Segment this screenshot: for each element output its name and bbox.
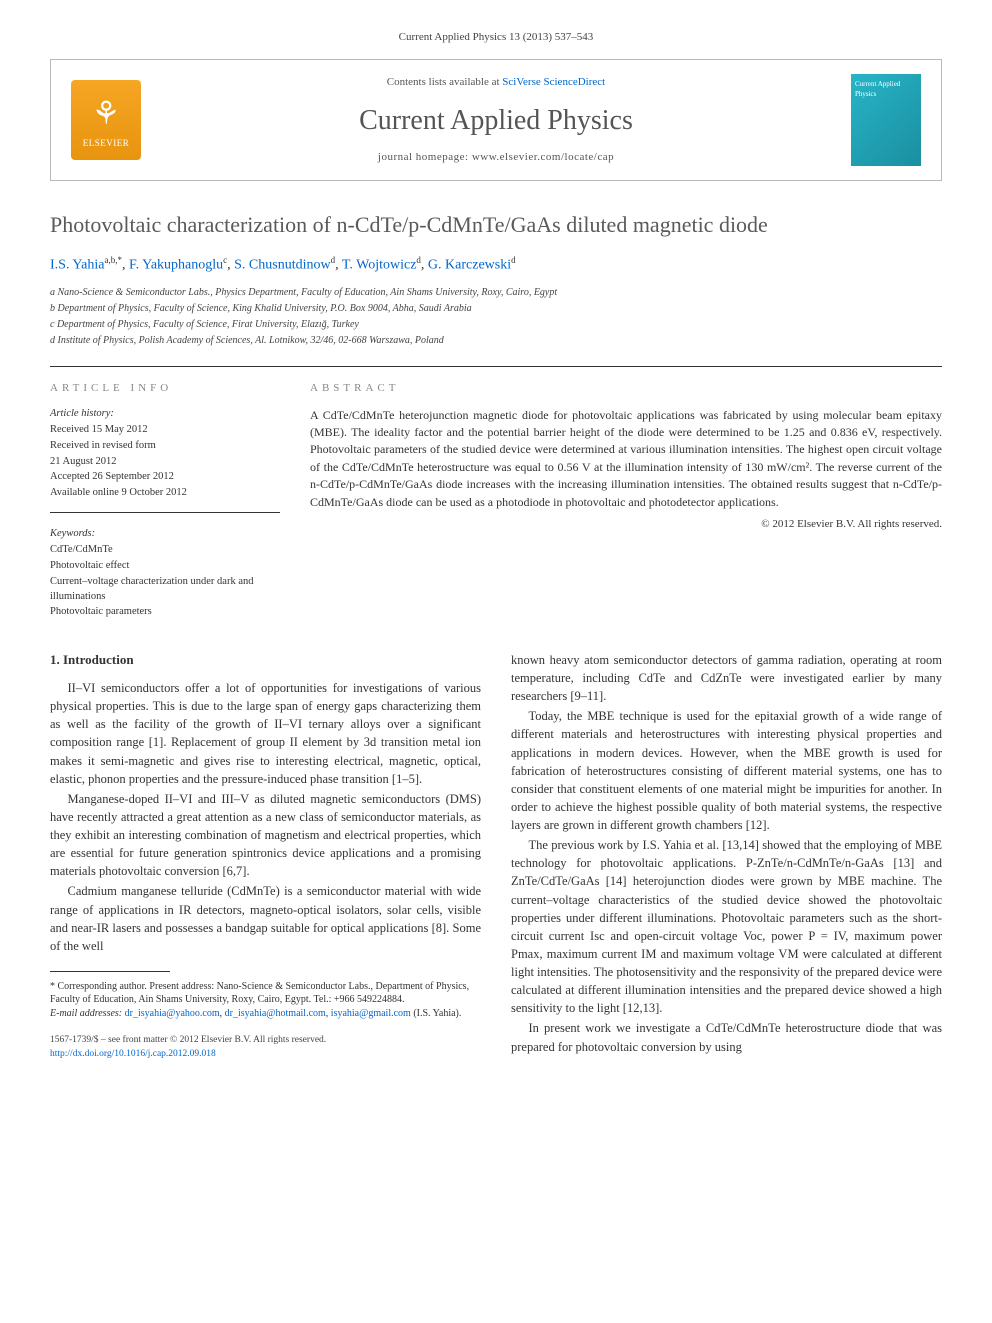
body-paragraph: In present work we investigate a CdTe/Cd… <box>511 1019 942 1055</box>
journal-header: ⚘ ELSEVIER Contents lists available at S… <box>50 59 942 181</box>
cover-text: Current Applied Physics <box>855 80 917 100</box>
article-title: Photovoltaic characterization of n-CdTe/… <box>50 211 942 240</box>
abstract-column: ABSTRACT A CdTe/CdMnTe heterojunction ma… <box>310 381 942 621</box>
history-line: 21 August 2012 <box>50 455 280 470</box>
author-marks: a,b,* <box>104 255 122 265</box>
history-line: Received 15 May 2012 <box>50 423 280 438</box>
affiliation-line: c Department of Physics, Faculty of Scie… <box>50 317 942 332</box>
abstract-text: A CdTe/CdMnTe heterojunction magnetic di… <box>310 407 942 511</box>
author-marks: d <box>416 255 421 265</box>
keywords-label: Keywords: <box>50 527 280 542</box>
homepage-url: www.elsevier.com/locate/cap <box>472 151 614 163</box>
body-paragraph: known heavy atom semiconductor detectors… <box>511 651 942 705</box>
email-label: E-mail addresses: <box>50 1008 122 1019</box>
keyword-line: Photovoltaic parameters <box>50 605 280 620</box>
body-paragraph: Cadmium manganese telluride (CdMnTe) is … <box>50 882 481 955</box>
history-line: Received in revised form <box>50 439 280 454</box>
section-heading-intro: 1. Introduction <box>50 651 481 669</box>
journal-cover-thumbnail: Current Applied Physics <box>851 74 921 166</box>
contents-prefix: Contents lists available at <box>387 76 502 88</box>
body-columns: 1. Introduction II–VI semiconductors off… <box>50 651 942 1061</box>
corr-author-text: * Corresponding author. Present address:… <box>50 980 481 1007</box>
abstract-heading: ABSTRACT <box>310 381 942 396</box>
affiliation-line: b Department of Physics, Faculty of Scie… <box>50 301 942 316</box>
author-marks: d <box>331 255 336 265</box>
elsevier-logo: ⚘ ELSEVIER <box>71 80 141 160</box>
section-number: 1. <box>50 652 60 667</box>
header-center: Contents lists available at SciVerse Sci… <box>161 75 831 165</box>
email-line: E-mail addresses: dr_isyahia@yahoo.com, … <box>50 1007 481 1021</box>
author-marks: d <box>511 255 516 265</box>
history-line: Available online 9 October 2012 <box>50 486 280 501</box>
affiliation-line: d Institute of Physics, Polish Academy o… <box>50 333 942 348</box>
affiliations: a Nano-Science & Semiconductor Labs., Ph… <box>50 285 942 348</box>
homepage-prefix: journal homepage: <box>378 151 472 163</box>
author-link[interactable]: T. Wojtowicz <box>342 258 417 273</box>
email-link[interactable]: dr_isyahia@yahoo.com <box>125 1008 220 1019</box>
article-info-heading: ARTICLE INFO <box>50 381 280 396</box>
issn-line: 1567-1739/$ – see front matter © 2012 El… <box>50 1034 481 1047</box>
keyword-line: Photovoltaic effect <box>50 559 280 574</box>
citation-bar: Current Applied Physics 13 (2013) 537–54… <box>50 30 942 45</box>
elsevier-tree-icon: ⚘ <box>92 91 121 136</box>
author-marks: c <box>223 255 227 265</box>
author-link[interactable]: I.S. Yahia <box>50 258 104 273</box>
right-column: known heavy atom semiconductor detectors… <box>511 651 942 1061</box>
authors-list: I.S. Yahiaa,b,*, F. Yakuphanogluc, S. Ch… <box>50 254 942 275</box>
body-paragraph: Today, the MBE technique is used for the… <box>511 707 942 834</box>
section-title: Introduction <box>63 652 134 667</box>
author-link[interactable]: S. Chusnutdinow <box>234 258 330 273</box>
keyword-line: Current–voltage characterization under d… <box>50 575 280 604</box>
email-link[interactable]: dr_isyahia@hotmail.com <box>225 1008 326 1019</box>
history-label: Article history: <box>50 407 280 422</box>
left-column: 1. Introduction II–VI semiconductors off… <box>50 651 481 1061</box>
elsevier-label: ELSEVIER <box>83 137 130 150</box>
article-history-block: Article history: Received 15 May 2012 Re… <box>50 407 280 513</box>
history-line: Accepted 26 September 2012 <box>50 470 280 485</box>
footer-meta: 1567-1739/$ – see front matter © 2012 El… <box>50 1034 481 1061</box>
abstract-copyright: © 2012 Elsevier B.V. All rights reserved… <box>310 517 942 532</box>
footnote-separator <box>50 971 170 972</box>
journal-name: Current Applied Physics <box>161 101 831 140</box>
keyword-line: CdTe/CdMnTe <box>50 543 280 558</box>
body-paragraph: II–VI semiconductors offer a lot of oppo… <box>50 679 481 788</box>
email-owner: (I.S. Yahia). <box>413 1008 461 1019</box>
sciencedirect-link[interactable]: SciVerse ScienceDirect <box>502 76 605 88</box>
info-abstract-row: ARTICLE INFO Article history: Received 1… <box>50 366 942 621</box>
author-link[interactable]: F. Yakuphanoglu <box>129 258 223 273</box>
email-link[interactable]: isyahia@gmail.com <box>331 1008 411 1019</box>
author-link[interactable]: G. Karczewski <box>428 258 511 273</box>
doi-link[interactable]: http://dx.doi.org/10.1016/j.cap.2012.09.… <box>50 1049 216 1059</box>
article-info-column: ARTICLE INFO Article history: Received 1… <box>50 381 280 621</box>
body-paragraph: Manganese-doped II–VI and III–V as dilut… <box>50 790 481 881</box>
body-paragraph: The previous work by I.S. Yahia et al. [… <box>511 836 942 1017</box>
contents-available-line: Contents lists available at SciVerse Sci… <box>161 75 831 90</box>
corresponding-author-footnote: * Corresponding author. Present address:… <box>50 980 481 1021</box>
journal-homepage-line: journal homepage: www.elsevier.com/locat… <box>161 150 831 165</box>
affiliation-line: a Nano-Science & Semiconductor Labs., Ph… <box>50 285 942 300</box>
keywords-block: Keywords: CdTe/CdMnTe Photovoltaic effec… <box>50 527 280 620</box>
